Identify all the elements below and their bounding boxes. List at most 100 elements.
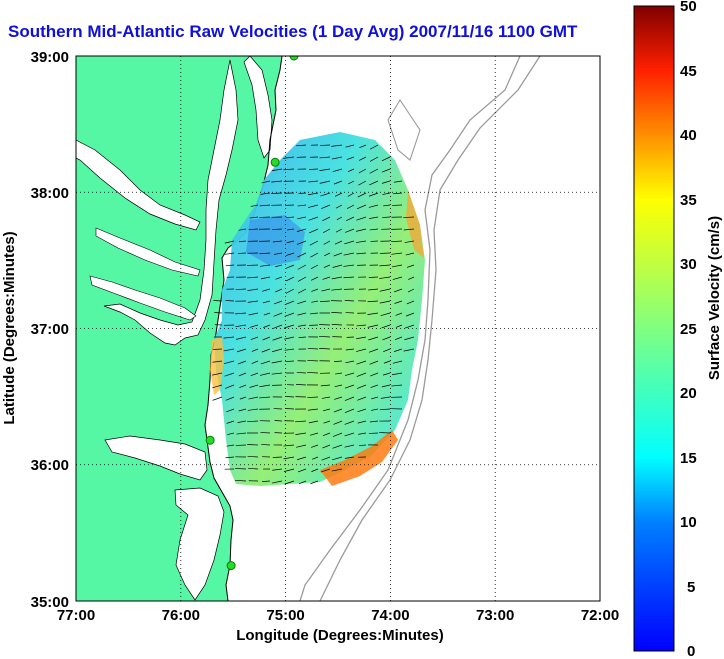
velocity-arrow <box>322 432 331 437</box>
velocity-arrow <box>259 384 271 388</box>
y-tick-label: 37:00 <box>31 321 69 338</box>
station-marker <box>289 56 299 61</box>
x-tick-label: 75:00 <box>266 607 304 624</box>
velocity-arrow <box>335 228 343 233</box>
velocity-arrow <box>237 360 247 365</box>
velocity-arrow <box>333 252 343 257</box>
velocity-arrow <box>262 288 271 292</box>
velocity-arrow <box>238 228 247 231</box>
velocity-arrow <box>368 288 379 291</box>
velocity-arrow <box>323 264 331 268</box>
velocity-arrow <box>336 216 343 221</box>
velocity-arrow <box>347 192 355 197</box>
colorbar-tick: 20 <box>680 385 697 402</box>
velocity-arrow <box>307 408 319 411</box>
colorbar-tick: 40 <box>680 127 697 144</box>
velocity-arrow <box>334 360 343 362</box>
velocity-arrow <box>383 348 391 353</box>
velocity-arrow <box>395 312 403 316</box>
colorbar-tick: 0 <box>687 643 695 659</box>
velocity-arrow <box>391 264 403 268</box>
velocity-arrow <box>310 480 319 485</box>
velocity-arrow <box>296 240 307 245</box>
velocity-arrow <box>393 288 403 293</box>
velocity-arrow <box>236 336 247 340</box>
velocity-arrow <box>223 336 235 339</box>
velocity-arrow <box>310 276 319 281</box>
velocity-arrow <box>345 348 355 351</box>
velocity-arrow <box>223 348 235 352</box>
velocity-arrow <box>235 288 247 290</box>
velocity-arrow <box>369 180 379 186</box>
velocity-arrow <box>319 168 331 171</box>
velocity-arrow <box>251 360 259 364</box>
velocity-arrow <box>323 240 331 245</box>
velocity-arrow <box>335 372 343 375</box>
velocity-arrow <box>381 324 391 329</box>
velocity-arrow <box>226 420 235 424</box>
velocity-arrow <box>393 348 403 352</box>
velocity-arrow <box>379 300 391 304</box>
velocity-arrow <box>298 480 307 485</box>
velocity-arrow <box>261 180 271 184</box>
velocity-arrow <box>212 372 223 376</box>
velocity-arrow <box>297 288 307 294</box>
velocity-arrow <box>391 240 403 243</box>
velocity-arrow <box>369 420 379 423</box>
velocity-arrow <box>367 324 379 328</box>
colorbar: 50 45 40 35 30 25 20 15 10 5 0 Surface V… <box>633 0 723 659</box>
velocity-arrow <box>259 396 271 399</box>
velocity-arrow <box>357 192 367 198</box>
velocity-arrow <box>261 444 271 446</box>
velocity-arrow <box>370 408 379 411</box>
velocity-arrow <box>262 336 271 341</box>
velocity-arrow <box>296 456 307 461</box>
station-marker <box>270 157 280 167</box>
velocity-arrow <box>271 348 283 353</box>
velocity-hotspot <box>210 336 224 395</box>
x-tick-label: 77:00 <box>57 607 95 624</box>
velocity-arrow <box>285 360 295 362</box>
velocity-arrow <box>226 408 235 413</box>
velocity-arrow <box>296 372 307 374</box>
y-tick-label: 38:00 <box>31 185 69 202</box>
station-marker <box>226 561 236 571</box>
velocity-arrow <box>343 276 355 279</box>
velocity-arrow <box>284 300 295 305</box>
velocity-arrow <box>392 360 403 364</box>
velocity-arrow <box>322 444 331 449</box>
velocity-arrow <box>407 288 415 293</box>
velocity-arrow <box>358 444 367 447</box>
velocity-arrow <box>225 252 235 255</box>
velocity-arrow <box>370 372 379 377</box>
velocity-arrow <box>248 396 259 400</box>
velocity-arrow <box>356 216 367 221</box>
velocity-arrow <box>356 252 367 255</box>
velocity-arrow <box>392 192 403 195</box>
velocity-arrow <box>310 252 319 258</box>
velocity-arrow <box>403 228 415 231</box>
station-marker <box>205 435 215 445</box>
velocity-arrow <box>356 336 367 340</box>
velocity-arrow <box>307 396 319 398</box>
velocity-arrow <box>295 420 307 423</box>
velocity-arrow <box>297 204 307 207</box>
velocity-arrow <box>296 228 307 232</box>
velocity-arrow <box>272 240 283 243</box>
velocity-arrow <box>260 276 271 280</box>
velocity-arrow <box>310 264 319 270</box>
velocity-arrow <box>225 264 235 267</box>
velocity-arrow <box>359 156 367 161</box>
velocity-arrow <box>273 324 283 329</box>
velocity-arrow <box>308 192 319 196</box>
velocity-arrow <box>284 336 295 340</box>
velocity-arrow <box>347 168 355 172</box>
velocity-arrow <box>404 240 415 243</box>
chesapeake-bay <box>103 59 239 346</box>
colorbar-tick: 10 <box>680 514 697 531</box>
velocity-arrow <box>238 372 247 377</box>
velocity-arrow <box>369 216 379 219</box>
bathymetry-contour <box>319 56 541 601</box>
velocity-arrow <box>348 180 355 185</box>
velocity-arrow <box>259 252 271 255</box>
